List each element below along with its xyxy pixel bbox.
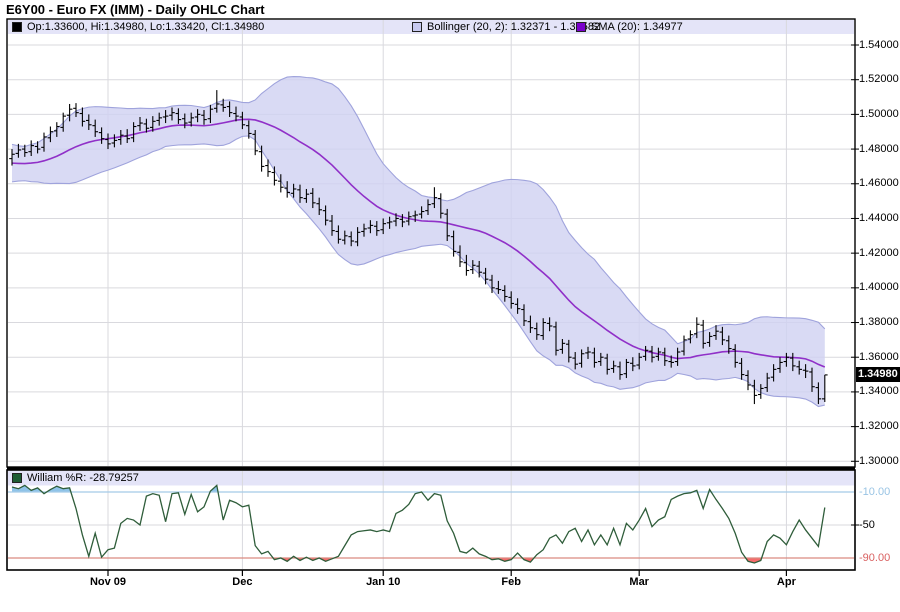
- bollinger-swatch-icon: [412, 22, 422, 32]
- wr-level-label: -50: [859, 518, 875, 531]
- legend-ohlc: Op:1.33600, Hi:1.34980, Lo:1.33420, Cl:1…: [12, 20, 264, 34]
- y-axis-label: 1.30000: [859, 454, 899, 467]
- legend-bollinger: Bollinger (20, 2): 1.32371 - 1.37582: [412, 20, 600, 34]
- williams-legend-strip: [8, 471, 854, 486]
- x-axis-label: Nov 09: [89, 576, 127, 588]
- sma-line: [11, 118, 826, 368]
- wr-level-label: -90.00: [859, 551, 891, 564]
- y-axis-label: 1.44000: [859, 211, 899, 224]
- wr-level-label: -10.00: [859, 485, 891, 498]
- wr-overbought-fill: [46, 486, 71, 492]
- y-axis-label: 1.48000: [859, 142, 899, 155]
- chart-title: E6Y00 - Euro FX (IMM) - Daily OHLC Chart: [6, 2, 265, 17]
- y-axis-label: 1.52000: [859, 73, 899, 86]
- y-axis-label: 1.40000: [859, 281, 899, 294]
- y-axis-label: 1.38000: [859, 316, 899, 329]
- williams-swatch-icon: [12, 473, 22, 483]
- x-axis-label: Dec: [232, 576, 253, 588]
- x-axis-label: Jan 10: [366, 576, 401, 588]
- y-axis-label: 1.42000: [859, 246, 899, 259]
- bollinger-band: [12, 76, 825, 407]
- legend-ohlc-label: Op:1.33600, Hi:1.34980, Lo:1.33420, Cl:1…: [27, 21, 265, 33]
- y-axis-label: 1.34000: [859, 385, 899, 398]
- ohlc-swatch-icon: [12, 22, 22, 32]
- sma-swatch-icon: [576, 22, 586, 32]
- williams-r-line: [11, 484, 826, 564]
- legend-williams: William %R: -28.79257: [12, 471, 139, 485]
- x-axis-label: Apr: [776, 576, 796, 588]
- williams-pane-border: [6, 469, 856, 571]
- y-axis-label: 1.36000: [859, 350, 899, 363]
- last-price-badge: 1.34980: [856, 367, 900, 382]
- bollinger-upper-line: [11, 76, 826, 345]
- y-axis-label: 1.54000: [859, 38, 899, 51]
- x-axis-label: Feb: [501, 576, 521, 588]
- y-axis-label: 1.46000: [859, 177, 899, 190]
- bollinger-lower-line: [11, 135, 825, 408]
- wr-overbought-fill: [12, 485, 43, 492]
- legend-williams-label: William %R: -28.79257: [27, 472, 139, 484]
- pane-separator: [7, 467, 855, 471]
- ohlc-bars: [9, 90, 828, 405]
- main-legend-strip: [8, 20, 854, 34]
- legend-bollinger-label: Bollinger (20, 2): 1.32371 - 1.37582: [427, 21, 601, 33]
- y-axis-label: 1.50000: [859, 107, 899, 120]
- y-axis-label: 1.32000: [859, 420, 899, 433]
- legend-sma: SMA (20): 1.34977: [576, 20, 683, 34]
- x-axis-label: Mar: [629, 576, 649, 588]
- legend-sma-label: SMA (20): 1.34977: [591, 21, 683, 33]
